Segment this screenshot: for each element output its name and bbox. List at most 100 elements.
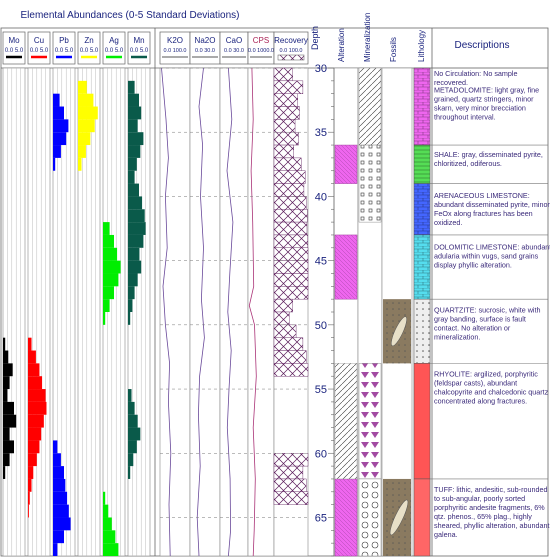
description-line: display phyllic alteration. — [434, 260, 512, 269]
description-line: concentrated along fractures. — [434, 397, 527, 406]
element-range-label: 0.0 5.0 — [105, 48, 124, 54]
geochem-curve-CaO — [226, 67, 234, 557]
recovery-bar — [273, 298, 293, 313]
depth-tick-label: 45 — [315, 256, 327, 268]
recovery-bar — [273, 80, 304, 94]
element-bar-Cu — [28, 440, 40, 454]
geochem-header-box — [159, 31, 191, 65]
recovery-bar — [273, 478, 307, 492]
element-bar-Ag — [103, 299, 110, 312]
element-range-label: 0.0 5.0 — [130, 48, 149, 54]
description-line: DOLOMITIC LIMESTONE: abundant — [434, 242, 550, 251]
element-bar-Pb — [53, 543, 58, 556]
element-bar-Mn — [128, 414, 138, 428]
element-name-label: Cu — [34, 36, 44, 45]
description-line: No Circulation: No sample — [434, 69, 518, 78]
element-bar-Pb — [53, 157, 56, 171]
element-bar-Ag — [103, 260, 121, 274]
description-text: ARENACEOUS LIMESTONE: abundant disseminat… — [434, 191, 550, 227]
recovery-bar — [273, 350, 307, 364]
depth-tick-label: 60 — [315, 448, 327, 460]
description-line: contact. No alteration or — [434, 323, 511, 332]
element-bar-Mn — [128, 234, 144, 248]
element-bar-Ag — [103, 234, 114, 248]
fossil-shell-icon — [391, 316, 407, 347]
mineralization-interval — [358, 67, 382, 146]
element-bar-Ag — [103, 312, 106, 325]
depth-axis: 30 35 40 45 50 55 60 65 — [160, 63, 335, 557]
lithology-pattern — [414, 299, 430, 364]
element-bar-Zn — [78, 80, 87, 94]
element-bar-Cu — [28, 478, 32, 492]
element-bar-Mn — [128, 196, 143, 210]
element-bar-Pb — [53, 517, 71, 531]
mineralization-interval — [358, 144, 382, 223]
geochem-name-label: Na2O — [195, 36, 216, 45]
description-text: TUFF: lithic, andesitic, sub-rounded to s… — [434, 485, 549, 539]
element-bar-Cu — [28, 427, 42, 441]
chart-title: Elemental Abundances (0-5 Standard Devia… — [20, 10, 239, 21]
element-range-label: 0.0 5.0 — [30, 48, 49, 54]
lithology-pattern — [414, 68, 430, 146]
element-bar-Mo — [3, 427, 10, 441]
depth-tick-label: 35 — [315, 127, 327, 139]
lithology-unit — [413, 478, 431, 557]
element-name-label: Pb — [59, 36, 69, 45]
element-bar-Mn — [128, 453, 134, 467]
element-bar-Ag — [103, 517, 112, 531]
mineralization-header: Mineralization — [363, 13, 372, 62]
element-bar-Mo — [3, 414, 17, 428]
element-bar-Cu — [28, 389, 46, 402]
description-line: sheared, phyllic alteration, abundant — [434, 521, 549, 530]
geochem-curve-CPS — [248, 67, 257, 557]
description-text: SHALE: gray, disseminated pyrite, chlorit… — [434, 150, 543, 168]
element-bar-Pb — [53, 504, 69, 518]
element-bar-Pb — [53, 530, 64, 544]
recovery-bar — [273, 234, 308, 248]
recovery-bar — [273, 491, 309, 505]
lithology-unit — [413, 363, 431, 480]
recovery-bar — [273, 363, 309, 377]
recovery-bar — [273, 144, 294, 159]
description-line: mineralization. — [434, 332, 480, 341]
geochem-range-label: 0.0 30.0 — [195, 48, 215, 54]
description-text: QUARTZITE: sucrosic, white with gray band… — [434, 305, 541, 341]
element-bar-Mn — [128, 401, 135, 415]
recovery-range-label: 0.0 100.0 — [280, 48, 303, 54]
element-bar-Mn — [128, 247, 140, 261]
element-bar-Mo — [3, 376, 10, 390]
element-bar-Cu — [28, 401, 47, 415]
geochem-track — [219, 67, 249, 557]
data-tracks — [2, 67, 548, 557]
element-bar-Mn — [128, 466, 131, 479]
mineralization-interval — [358, 478, 382, 557]
description-text: RHYOLITE: argilized, porphyritic (feldspa… — [434, 370, 549, 406]
element-bar-Ag — [103, 491, 106, 505]
recovery-bar — [273, 221, 308, 236]
geochem-name-label: CPS — [253, 36, 269, 45]
descriptions-panel: No Circulation: No sample recovered.METAD… — [434, 69, 550, 539]
element-bar-Mn — [128, 389, 132, 402]
element-bar-Mn — [128, 80, 135, 94]
recovery-name-label: Recovery — [274, 36, 308, 45]
element-bar-Mn — [128, 427, 141, 441]
lithology-pattern — [414, 183, 430, 235]
depth-tick-label: 65 — [315, 512, 327, 524]
element-bar-Pb — [53, 440, 58, 454]
element-bar-Ag — [103, 504, 109, 518]
depth-tick-label: 50 — [315, 320, 327, 332]
description-line: abundant disseminated pyrite, minor — [434, 200, 550, 209]
element-bar-Ag — [103, 530, 116, 544]
element-bar-Cu — [28, 350, 36, 364]
element-bar-Mo — [3, 440, 14, 454]
description-line: FeOx along fractures has been — [434, 209, 533, 218]
element-bar-Zn — [78, 106, 98, 120]
description-line: to sub-angular, poorly sorted — [434, 494, 525, 503]
recovery-bar — [273, 196, 307, 210]
description-line: gray banding, surface is fault — [434, 314, 526, 323]
element-bar-Pb — [53, 453, 61, 467]
element-bar-Mn — [128, 260, 142, 274]
depth-tick-label: 55 — [315, 384, 327, 396]
element-bar-Pb — [53, 106, 64, 120]
element-bar-Cu — [28, 453, 37, 467]
